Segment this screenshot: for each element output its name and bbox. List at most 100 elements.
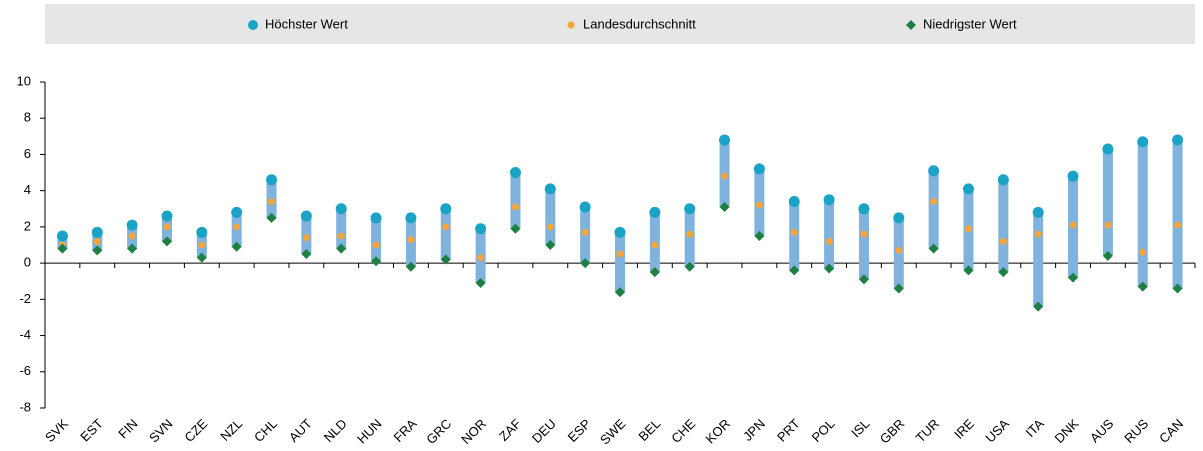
average-marker xyxy=(93,237,101,245)
range-bar xyxy=(615,232,625,293)
y-tick-label: 8 xyxy=(24,110,31,125)
x-tick-label: AUT xyxy=(286,416,315,445)
high-marker xyxy=(196,226,208,238)
high-marker xyxy=(335,203,347,215)
high-marker xyxy=(962,183,974,195)
high-marker xyxy=(1172,134,1184,146)
low-marker xyxy=(1137,281,1148,292)
average-marker xyxy=(895,246,903,254)
legend-label: Niedrigster Wert xyxy=(923,16,1017,31)
x-tick-label: FRA xyxy=(390,416,419,445)
low-marker xyxy=(510,223,521,234)
average-marker xyxy=(302,234,310,242)
y-tick-label: 10 xyxy=(17,73,31,88)
x-tick-label: DNK xyxy=(1052,416,1082,446)
average-marker xyxy=(1069,221,1077,229)
average-marker xyxy=(581,228,589,236)
range-bar xyxy=(928,170,939,249)
high-marker xyxy=(544,183,556,195)
average-marker xyxy=(999,237,1007,245)
low-marker xyxy=(649,267,660,278)
average-marker xyxy=(686,230,694,238)
high-marker xyxy=(300,210,312,222)
y-tick-label: 6 xyxy=(24,146,31,161)
range-bar xyxy=(789,201,800,271)
low-marker xyxy=(92,245,103,256)
range-bar xyxy=(1172,139,1183,289)
average-marker xyxy=(825,237,833,245)
average-marker xyxy=(407,236,415,244)
high-marker xyxy=(788,196,800,208)
low-marker xyxy=(371,256,382,267)
high-marker xyxy=(126,219,138,231)
low-marker xyxy=(127,243,138,254)
high-marker xyxy=(266,174,278,186)
average-marker xyxy=(442,223,450,231)
x-tick-label: ITA xyxy=(1023,416,1047,440)
average-marker xyxy=(372,241,380,249)
average-marker xyxy=(1104,221,1112,229)
average-marker xyxy=(1139,248,1147,256)
high-marker xyxy=(509,167,521,179)
low-marker xyxy=(475,278,486,289)
range-bar xyxy=(1033,212,1044,307)
x-tick-label: POL xyxy=(809,416,838,445)
low-marker xyxy=(440,254,451,265)
low-marker xyxy=(161,236,172,247)
range-bar xyxy=(545,188,556,245)
high-marker xyxy=(161,210,173,222)
average-marker xyxy=(546,223,554,231)
high-marker xyxy=(858,203,870,215)
average-marker xyxy=(1034,230,1042,238)
x-tick-label: CHL xyxy=(251,416,280,445)
x-tick-label: ESP xyxy=(565,416,594,445)
x-tick-label: EST xyxy=(77,416,106,445)
low-marker xyxy=(1033,301,1044,312)
average-marker xyxy=(477,254,485,262)
x-tick-label: KOR xyxy=(703,416,734,446)
low-marker xyxy=(719,201,730,212)
x-tick-label: FIN xyxy=(115,416,140,441)
low-marker xyxy=(754,230,765,241)
x-tick-label: IRE xyxy=(951,416,977,442)
legend-label: Landesdurchschnitt xyxy=(583,16,696,31)
range-bar xyxy=(1137,141,1148,287)
average-marker xyxy=(163,223,171,231)
x-tick-label: TUR xyxy=(913,416,942,445)
x-tick-label: DEU xyxy=(529,416,559,446)
range-bar xyxy=(1102,149,1113,256)
x-tick-label: SWE xyxy=(597,416,629,446)
low-marker xyxy=(789,265,800,276)
high-marker xyxy=(823,194,835,206)
high-marker xyxy=(753,163,765,175)
low-marker xyxy=(893,283,904,294)
low-marker xyxy=(580,258,591,269)
range-bar xyxy=(684,208,695,267)
average-marker xyxy=(930,198,938,206)
average-marker xyxy=(268,198,276,206)
high-marker xyxy=(370,212,382,224)
x-tick-label: RUS xyxy=(1121,416,1151,446)
low-marker xyxy=(266,212,277,223)
high-marker xyxy=(1137,136,1149,148)
legend-background xyxy=(45,4,1195,44)
low-marker xyxy=(615,287,625,298)
average-marker xyxy=(233,223,241,231)
average-marker xyxy=(755,201,763,209)
average-marker xyxy=(1174,221,1182,229)
high-marker xyxy=(997,174,1009,186)
y-tick-label: -2 xyxy=(19,291,31,306)
legend-label: Höchster Wert xyxy=(265,16,348,31)
x-tick-label: CHE xyxy=(668,416,698,446)
low-marker xyxy=(684,261,695,272)
low-marker xyxy=(231,241,242,252)
x-tick-label: ISL xyxy=(848,416,872,440)
x-tick-label: CAN xyxy=(1156,416,1186,446)
low-marker xyxy=(545,240,556,250)
legend-marker xyxy=(906,20,916,30)
high-marker xyxy=(1067,170,1079,182)
y-tick-label: -4 xyxy=(19,327,31,342)
x-tick-label: NOR xyxy=(458,416,489,446)
low-marker xyxy=(1102,250,1113,261)
x-tick-label: AUS xyxy=(1087,416,1117,446)
